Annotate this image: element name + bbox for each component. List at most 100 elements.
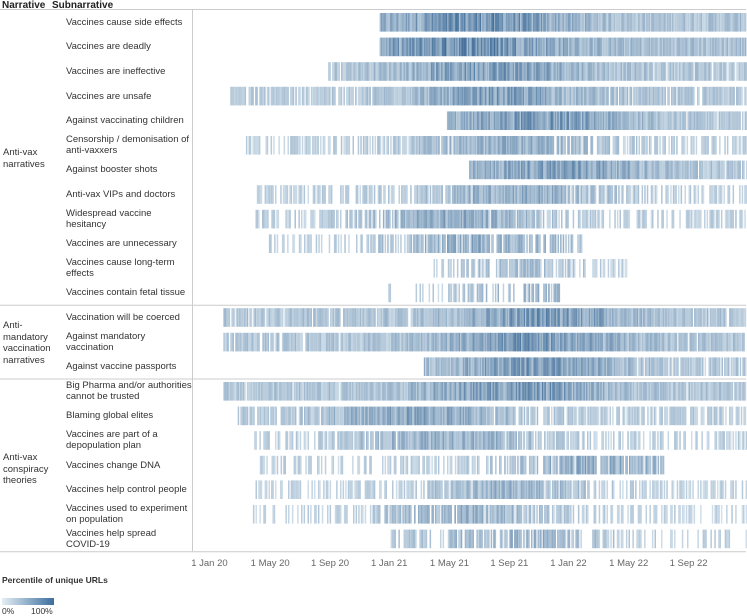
heatmap-cell [345,185,347,204]
heatmap-cell [510,87,512,106]
heatmap-cell [513,382,515,401]
heatmap-cell [676,136,678,155]
heatmap-cell [676,357,678,376]
heatmap-cell [363,333,365,352]
heatmap-cell [300,407,302,426]
heatmap-cell [511,407,513,426]
heatmap-cell [543,333,545,352]
heatmap-cell [630,62,632,81]
heatmap-cell [581,87,583,106]
heatmap-cell [672,13,674,32]
heatmap-cell [468,111,470,130]
heatmap-cell [693,87,695,106]
heatmap-cell [471,431,473,450]
heatmap-cell [539,382,541,401]
heatmap-cell [326,382,328,401]
heatmap-cell [325,308,327,327]
heatmap-cell [512,308,514,327]
heatmap-cell [414,62,416,81]
heatmap-cell [681,185,683,204]
heatmap-cell [673,210,675,229]
heatmap-cell [468,13,470,32]
heatmap-cell [570,62,572,81]
heatmap-cell [481,357,483,376]
heatmap-cell [275,185,277,204]
heatmap-cell [449,87,451,106]
heatmap-cell [678,111,680,130]
heatmap-cell [551,308,553,327]
heatmap-cell [259,333,261,352]
heatmap-cell [285,431,287,450]
heatmap-cell [647,161,649,180]
heatmap-cell [622,87,624,106]
heatmap-cell [256,308,258,327]
heatmap-cell [564,13,566,32]
heatmap-cell [434,38,436,57]
heatmap-cell [711,111,713,130]
heatmap-cell [474,308,476,327]
heatmap-cell [645,38,647,57]
heatmap-cell [519,382,521,401]
heatmap-cell [482,62,484,81]
heatmap-cell [238,333,240,352]
heatmap-cell [509,382,511,401]
heatmap-cell [461,333,463,352]
heatmap-cell [557,161,559,180]
heatmap-cell [277,382,279,401]
heatmap-cell [705,62,707,81]
heatmap-cell [419,87,421,106]
heatmap-cell [548,308,550,327]
heatmap-cell [243,382,245,401]
heatmap-cell [412,431,414,450]
heatmap-cell [441,210,443,229]
heatmap-cell [579,87,581,106]
heatmap-cell [642,333,644,352]
heatmap-cell [531,185,533,204]
heatmap-cell [576,13,578,32]
heatmap-cell [671,38,673,57]
heatmap-cell [710,333,712,352]
heatmap-cell [697,382,699,401]
heatmap-cell [300,234,302,253]
heatmap-cell [664,333,666,352]
heatmap-cell [718,38,720,57]
heatmap-cell [667,161,669,180]
heatmap-cell [562,136,564,155]
heatmap-cell [473,210,475,229]
heatmap-cell [595,13,597,32]
heatmap-cell [492,62,494,81]
heatmap-cell [499,333,501,352]
heatmap-cell [580,407,582,426]
heatmap-cell [667,13,669,32]
heatmap-cell [595,210,597,229]
heatmap-cell [438,333,440,352]
heatmap-cell [345,62,347,81]
heatmap-cell [561,456,563,475]
heatmap-cell [503,407,505,426]
heatmap-cell [641,333,643,352]
heatmap-cell [615,87,617,106]
heatmap-cell [713,87,715,106]
heatmap-cell [552,259,554,278]
heatmap-cell [662,136,664,155]
heatmap-cell [444,407,446,426]
heatmap-cell [432,210,434,229]
heatmap-cell [513,234,515,253]
heatmap-cell [385,308,387,327]
heatmap-cell [513,333,515,352]
heatmap-cell [320,382,322,401]
heatmap-cell [294,382,296,401]
heatmap-cell [686,161,688,180]
heatmap-cell [675,308,677,327]
heatmap-cell [550,87,552,106]
heatmap-cell [590,333,592,352]
heatmap-cell [627,87,629,106]
heatmap-cell [618,38,620,57]
heatmap-cell [351,382,353,401]
heatmap-cell [536,185,538,204]
heatmap-cell [291,407,293,426]
heatmap-cell [672,38,674,57]
heatmap-cell [611,13,613,32]
heatmap-cell [262,87,264,106]
heatmap-cell [636,407,638,426]
